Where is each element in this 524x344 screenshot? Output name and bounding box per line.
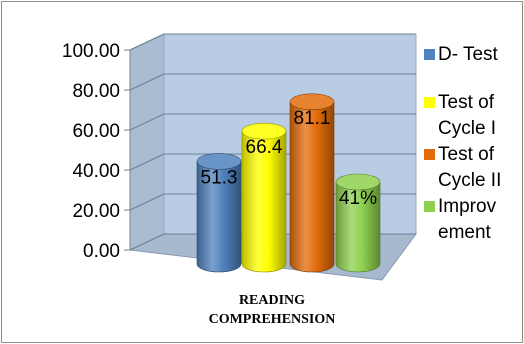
legend-label-improvement-line2: ement <box>438 222 491 243</box>
data-label-0: 51.3 <box>201 167 238 188</box>
data-label-3: 41% <box>339 188 377 209</box>
bar-top-1 <box>241 122 287 140</box>
gridline-side-0 <box>129 33 165 51</box>
bar-3 <box>335 181 381 273</box>
y-tick-label-2: 60.00 <box>72 121 120 142</box>
legend-swatch-improvement <box>424 201 435 212</box>
bar-1 <box>241 130 287 273</box>
legend-swatch-test-cycle-1 <box>424 97 435 108</box>
legend: D- Test Test of Cycle I Test of Cycle II… <box>422 42 522 246</box>
y-tick-label-1: 80.00 <box>72 81 120 102</box>
category-label: READING COMPREHENSION <box>152 291 392 329</box>
legend-label-d-test: D- Test <box>438 44 498 65</box>
y-tick-label-0: 100.00 <box>62 41 120 62</box>
legend-item-test-cycle-1: Test of Cycle I <box>422 90 522 142</box>
category-label-line2: COMPREHENSION <box>208 312 336 327</box>
legend-item-d-test: D- Test <box>422 42 522 68</box>
legend-swatch-test-cycle-2 <box>424 149 435 160</box>
bar-top-2 <box>289 93 335 111</box>
bar-2 <box>289 101 335 273</box>
legend-label-test-cycle-2-line2: Cycle II <box>438 170 502 191</box>
gridline-side-3 <box>129 153 165 171</box>
data-label-2: 81.1 <box>294 108 331 129</box>
y-tick-label-4: 20.00 <box>72 201 120 222</box>
gridline-side-4 <box>129 193 165 211</box>
bar-top-0 <box>196 153 242 170</box>
y-tick-label-3: 40.00 <box>72 161 120 182</box>
legend-label-test-cycle-2-line1: Test of <box>438 144 494 165</box>
gridline-side-2 <box>129 113 165 131</box>
y-tick-label-5: 0.00 <box>83 241 120 262</box>
legend-label-improvement-line1: Improv <box>438 196 497 217</box>
legend-label-test-cycle-1-line2: Cycle I <box>438 118 497 139</box>
gridline-side-5 <box>129 233 165 251</box>
legend-item-test-cycle-2: Test of Cycle II <box>422 142 522 194</box>
legend-item-improvement: Improv ement <box>422 194 522 246</box>
bar-0 <box>196 161 242 273</box>
chart-side-wall <box>129 33 165 251</box>
legend-label-test-cycle-1-line1: Test of <box>438 92 494 113</box>
bar-top-3 <box>335 173 381 191</box>
gridline-side-1 <box>129 73 165 91</box>
data-label-1: 66.4 <box>246 137 283 158</box>
legend-swatch-d-test <box>424 49 435 60</box>
category-label-line1: READING <box>238 293 306 308</box>
